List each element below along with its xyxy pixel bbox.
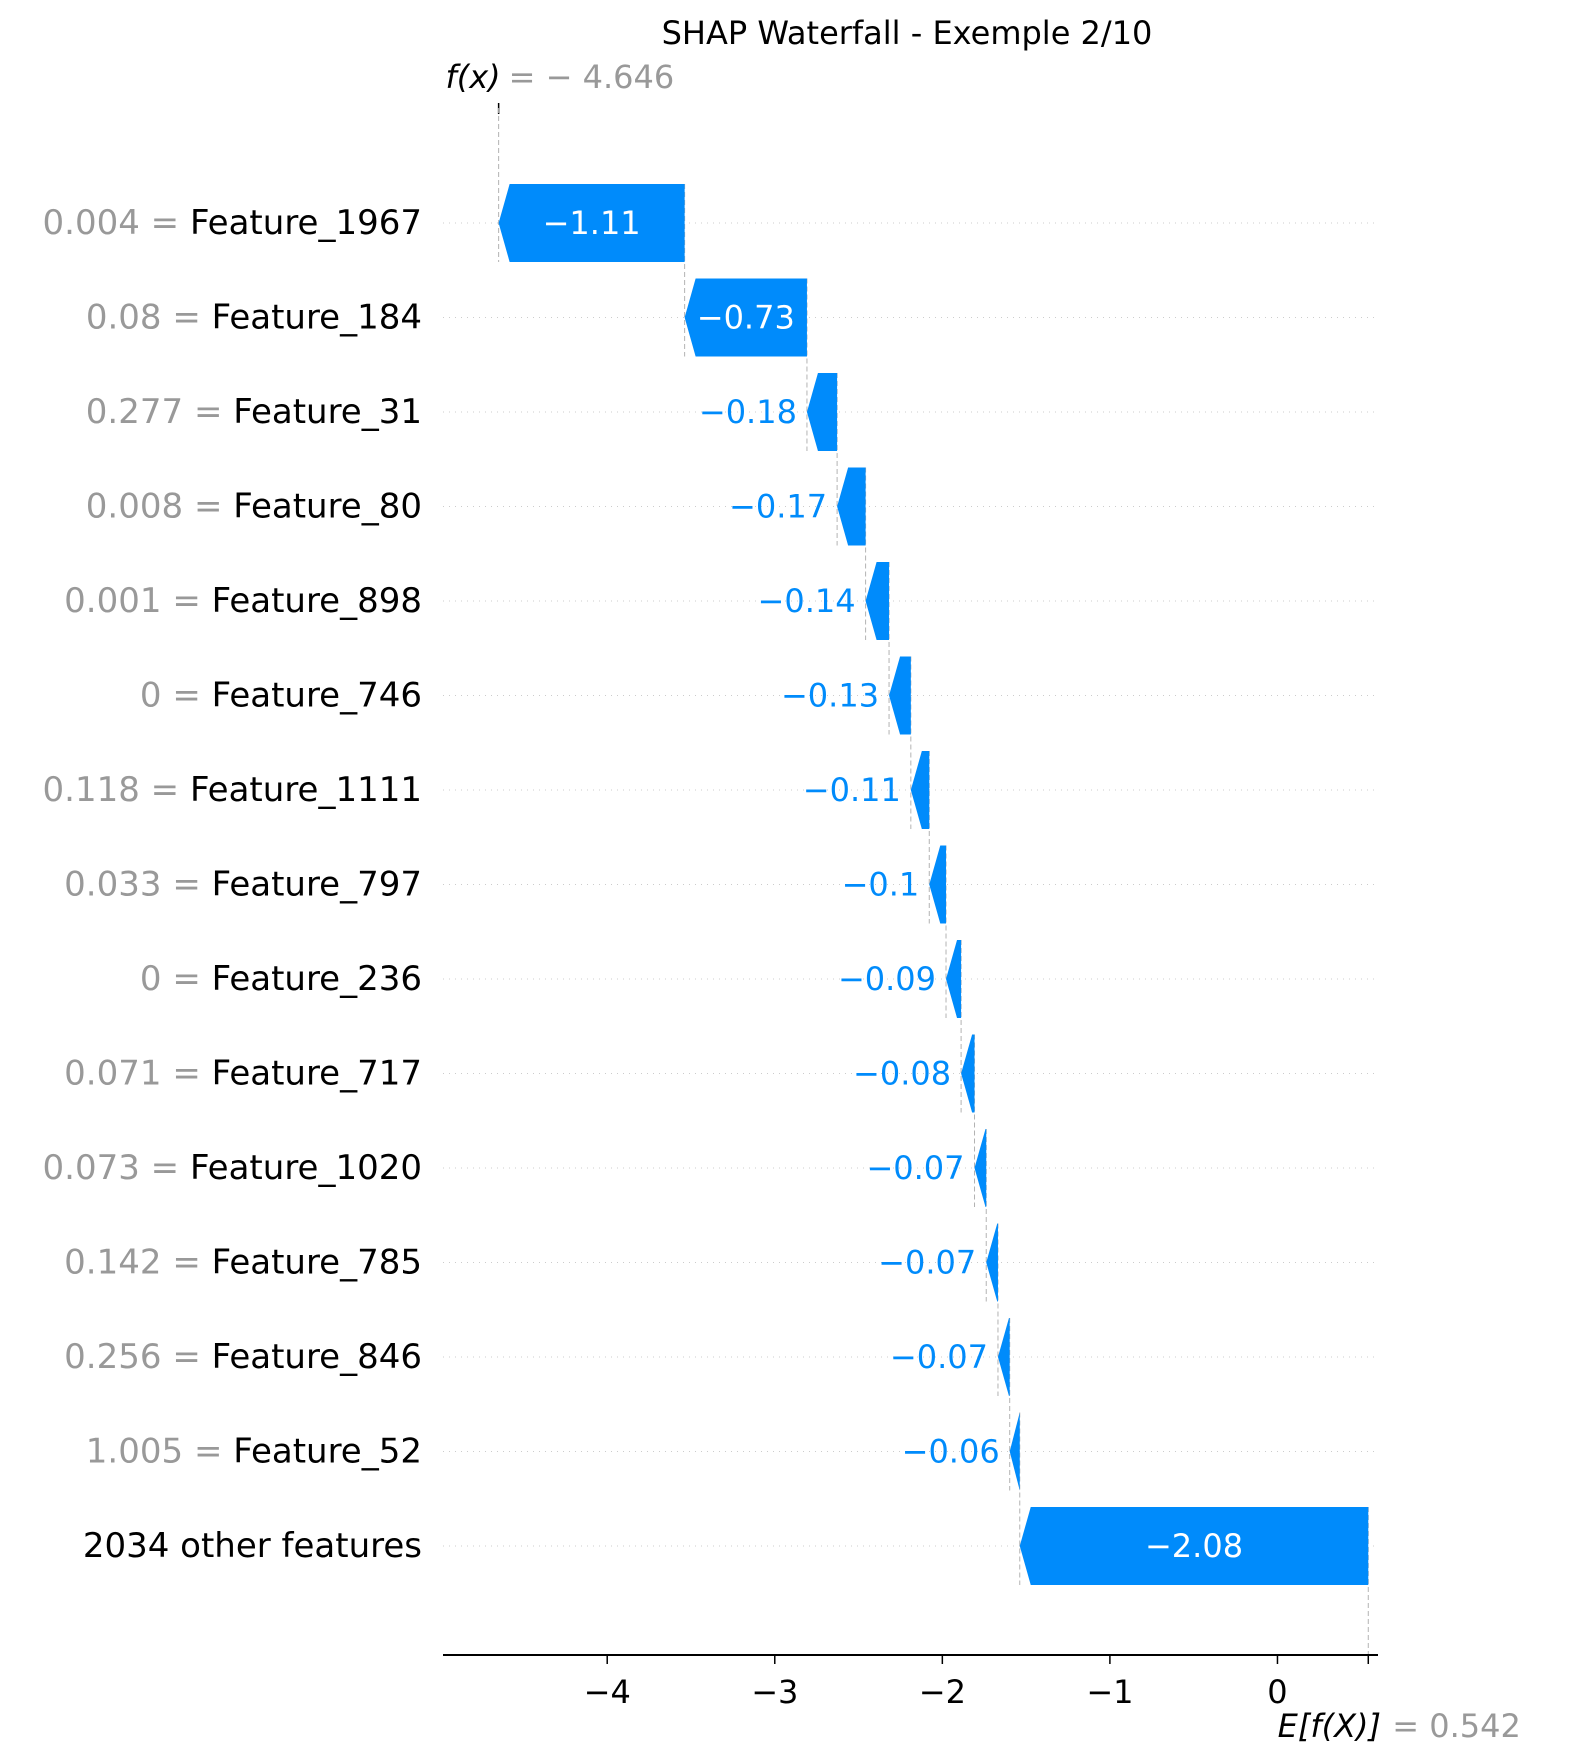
bar-value-label: −0.73 — [697, 299, 795, 337]
chart-title: SHAP Waterfall - Exemple 2/10 — [662, 14, 1153, 52]
bar-value-label: −0.13 — [781, 677, 879, 715]
feature-label: 0.277 = Feature_31 — [86, 392, 422, 432]
bar-value-label: −2.08 — [1145, 1527, 1243, 1565]
feature-value: 0.118 = — [43, 770, 190, 810]
feature-name: Feature_1111 — [190, 770, 422, 810]
waterfall-bar — [997, 1318, 1010, 1396]
x-tick-label: −1 — [1086, 1673, 1133, 1711]
bar-value-label: −0.08 — [853, 1055, 951, 1093]
bar-value-label: −0.18 — [699, 393, 797, 431]
bars: −1.11 −0.73 −0.18 −0.17 −0.14 −0.13 −0.11 −0.1 −… — [498, 184, 1369, 1585]
base-value: = 0.542 — [1392, 1707, 1521, 1745]
feature-label: 0 = Feature_236 — [140, 959, 422, 999]
base-value-annotation: E[f(X)] = 0.542 — [1278, 1655, 1521, 1745]
feature-name: 2034 other features — [83, 1526, 422, 1566]
feature-label: 0.073 = Feature_1020 — [43, 1148, 422, 1188]
feature-label: 0.004 = Feature_1967 — [43, 203, 422, 243]
feature-value: 0.08 = — [86, 298, 212, 338]
x-axis: −4 −3 −2 −1 0 — [443, 1654, 1378, 1711]
feature-name: Feature_717 — [212, 1054, 422, 1094]
feature-name: Feature_898 — [212, 581, 422, 621]
feature-label: 0.142 = Feature_785 — [64, 1243, 422, 1283]
feature-name: Feature_746 — [212, 676, 422, 716]
feature-label: 0.256 = Feature_846 — [64, 1337, 422, 1377]
x-tick-label: −4 — [584, 1673, 631, 1711]
waterfall-bar — [837, 467, 866, 546]
feature-value: 0.071 = — [64, 1054, 211, 1094]
feature-label: 0.071 = Feature_717 — [64, 1054, 422, 1094]
x-tick-label: 0 — [1267, 1673, 1287, 1711]
waterfall-bar — [946, 940, 962, 1018]
feature-value: 0.033 = — [64, 865, 211, 905]
bar-value-label: −0.14 — [758, 582, 856, 620]
x-tick-label: −3 — [751, 1673, 798, 1711]
feature-name: Feature_1020 — [190, 1148, 422, 1188]
fx-value: = − 4.646 — [509, 58, 675, 96]
feature-label: 0 = Feature_746 — [140, 676, 422, 716]
waterfall-bar — [1019, 1507, 1369, 1585]
waterfall-bar — [889, 656, 911, 735]
feature-label: 2034 other features — [83, 1526, 422, 1566]
feature-name: Feature_52 — [233, 1432, 422, 1472]
fx-annotation: f(x) = − 4.646 — [445, 58, 674, 114]
feature-name: Feature_184 — [212, 298, 422, 338]
waterfall-bar — [961, 1034, 975, 1113]
feature-value: 0 = — [140, 676, 212, 716]
feature-name: Feature_846 — [212, 1337, 422, 1377]
bar-value-label: −0.06 — [902, 1433, 1000, 1471]
waterfall-bar — [806, 373, 838, 451]
bar-value-label: −0.07 — [890, 1338, 988, 1376]
bar-value-label: −0.17 — [729, 488, 827, 526]
waterfall-bar — [684, 278, 807, 357]
feature-value: 0.001 = — [64, 581, 211, 621]
x-tick-label: −2 — [919, 1673, 966, 1711]
waterfall-bar — [865, 562, 890, 640]
waterfall-bar — [498, 184, 685, 262]
base-label: E[f(X)] — [1278, 1707, 1381, 1745]
feature-value: 0.008 = — [86, 487, 233, 527]
waterfall-bar — [974, 1129, 987, 1207]
feature-name: Feature_785 — [212, 1243, 422, 1283]
feature-label: 0.033 = Feature_797 — [64, 865, 422, 905]
bar-value-label: −0.07 — [878, 1244, 976, 1282]
bar-value-label: −0.09 — [838, 960, 936, 998]
feature-value: 0.256 = — [64, 1337, 211, 1377]
bar-value-label: −0.11 — [803, 771, 901, 809]
feature-name: Feature_31 — [233, 392, 422, 432]
feature-value: 0.004 = — [43, 203, 190, 243]
feature-label: 0.008 = Feature_80 — [86, 487, 422, 527]
waterfall-bar — [929, 845, 947, 924]
feature-label: 0.118 = Feature_1111 — [43, 770, 422, 810]
feature-value: 0 = — [140, 959, 212, 999]
feature-name: Feature_236 — [212, 959, 422, 999]
feature-value: 1.005 = — [86, 1432, 233, 1472]
feature-name: Feature_1967 — [190, 203, 422, 243]
waterfall-bar — [986, 1223, 998, 1302]
feature-label: 0.001 = Feature_898 — [64, 581, 422, 621]
waterfall-bar — [910, 751, 930, 829]
feature-value: 0.073 = — [43, 1148, 190, 1188]
feature-value: 0.142 = — [64, 1243, 211, 1283]
waterfall-bar — [1009, 1412, 1020, 1491]
feature-name: Feature_80 — [233, 487, 422, 527]
feature-label: 1.005 = Feature_52 — [86, 1432, 422, 1472]
bar-value-label: −1.11 — [543, 204, 641, 242]
fx-label: f(x) — [445, 58, 500, 96]
feature-label: 0.08 = Feature_184 — [86, 298, 422, 338]
bar-value-label: −0.1 — [842, 866, 920, 904]
feature-name: Feature_797 — [212, 865, 422, 905]
bar-value-label: −0.07 — [866, 1149, 964, 1187]
feature-value: 0.277 = — [86, 392, 233, 432]
